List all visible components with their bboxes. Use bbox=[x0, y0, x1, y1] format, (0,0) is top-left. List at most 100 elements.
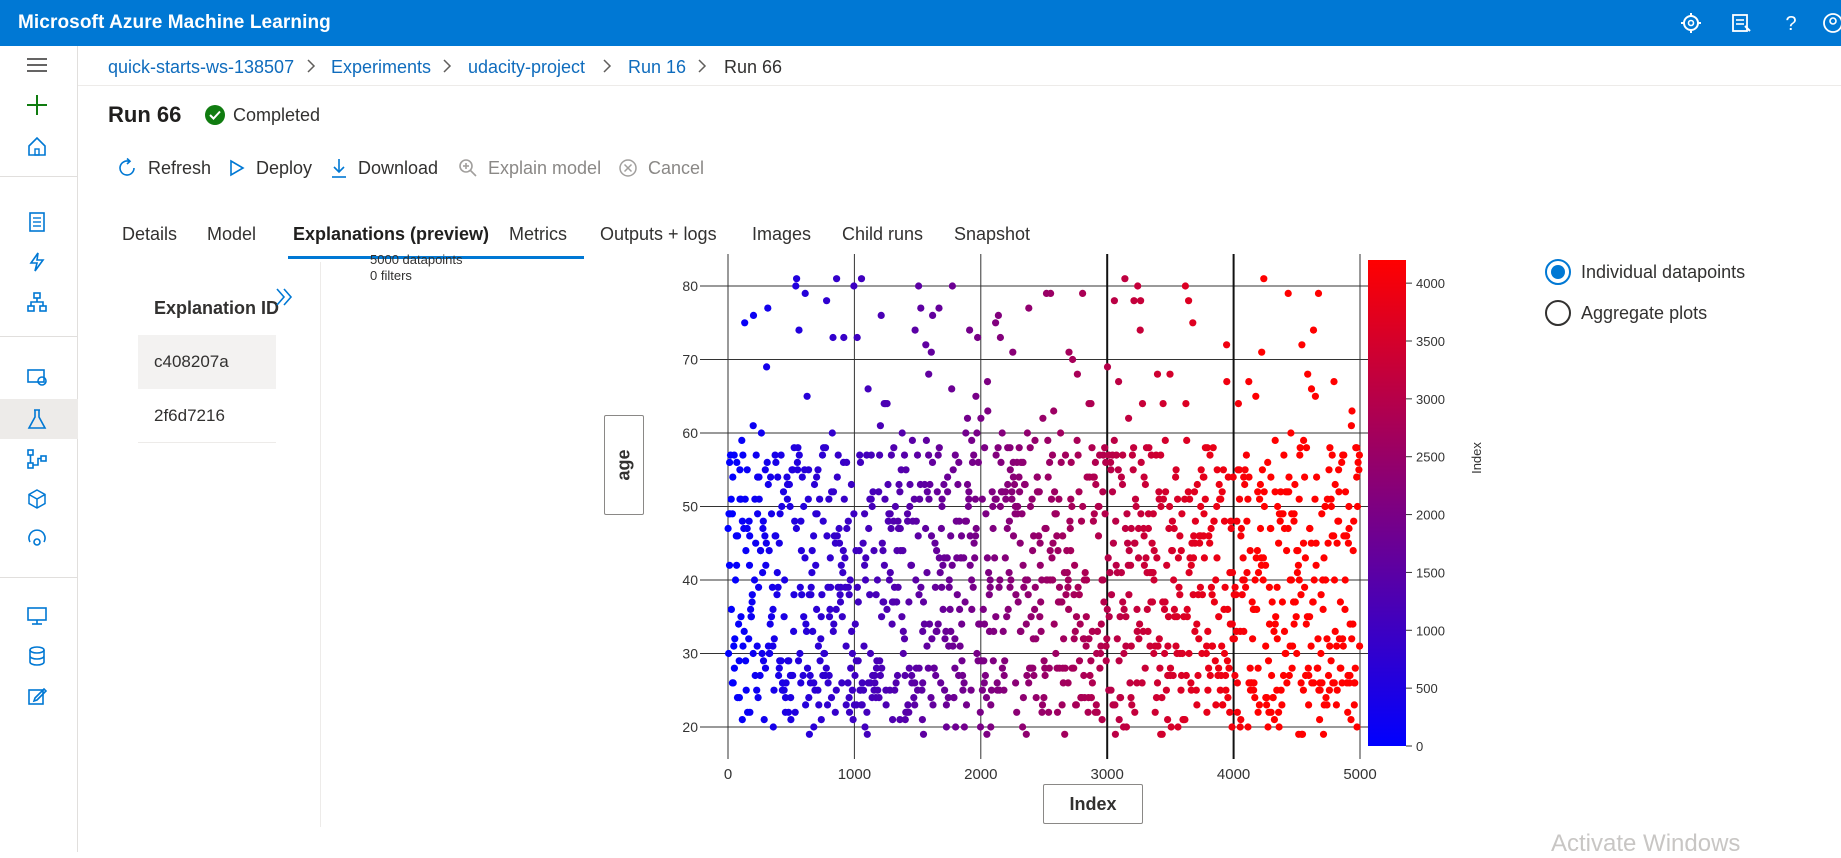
data-point[interactable] bbox=[948, 282, 956, 290]
data-point[interactable] bbox=[1000, 671, 1008, 680]
data-point[interactable] bbox=[738, 517, 746, 525]
data-point[interactable] bbox=[1314, 289, 1323, 297]
data-point[interactable] bbox=[1115, 716, 1123, 724]
data-point[interactable] bbox=[727, 495, 735, 503]
data-point[interactable] bbox=[1097, 620, 1105, 628]
data-point[interactable] bbox=[1075, 657, 1084, 665]
data-point[interactable] bbox=[1242, 583, 1250, 591]
data-point[interactable] bbox=[1283, 547, 1291, 555]
data-point[interactable] bbox=[1318, 510, 1326, 518]
data-point[interactable] bbox=[787, 694, 795, 702]
data-point[interactable] bbox=[861, 510, 869, 518]
x-axis-selector-button[interactable]: Index bbox=[1043, 784, 1143, 824]
data-point[interactable] bbox=[821, 444, 830, 452]
data-point[interactable] bbox=[956, 642, 964, 650]
data-point[interactable] bbox=[1208, 591, 1216, 599]
data-point[interactable] bbox=[1345, 502, 1353, 511]
data-point[interactable] bbox=[983, 378, 992, 386]
data-point[interactable] bbox=[987, 686, 996, 694]
data-point[interactable] bbox=[1298, 341, 1306, 349]
data-point[interactable] bbox=[960, 723, 968, 731]
data-point[interactable] bbox=[1111, 701, 1119, 709]
data-point[interactable] bbox=[932, 671, 940, 680]
data-point[interactable] bbox=[1302, 620, 1310, 628]
data-point[interactable] bbox=[1127, 642, 1135, 650]
data-point[interactable] bbox=[878, 539, 886, 547]
deploy-button[interactable]: Deploy bbox=[228, 152, 312, 184]
data-point[interactable] bbox=[1026, 502, 1035, 511]
data-point[interactable] bbox=[935, 304, 943, 312]
data-point[interactable] bbox=[1064, 679, 1072, 687]
data-point[interactable] bbox=[1330, 378, 1338, 386]
data-point[interactable] bbox=[1234, 400, 1242, 408]
data-point[interactable] bbox=[1306, 613, 1314, 621]
data-point[interactable] bbox=[802, 701, 810, 709]
data-point[interactable] bbox=[1046, 547, 1054, 555]
data-point[interactable] bbox=[1065, 605, 1073, 613]
data-point[interactable] bbox=[756, 671, 764, 680]
data-point[interactable] bbox=[1240, 627, 1248, 635]
data-point[interactable] bbox=[1125, 547, 1133, 555]
data-point[interactable] bbox=[1070, 664, 1078, 672]
data-point[interactable] bbox=[1049, 576, 1057, 584]
data-point[interactable] bbox=[825, 613, 834, 621]
data-point[interactable] bbox=[941, 635, 949, 643]
data-point[interactable] bbox=[817, 716, 825, 724]
data-point[interactable] bbox=[767, 473, 775, 481]
data-point[interactable] bbox=[840, 333, 848, 342]
data-point[interactable] bbox=[1051, 488, 1059, 496]
data-point[interactable] bbox=[973, 649, 981, 658]
data-point[interactable] bbox=[1254, 708, 1262, 716]
data-point[interactable] bbox=[1088, 679, 1096, 687]
data-point[interactable] bbox=[1030, 671, 1038, 680]
data-point[interactable] bbox=[851, 620, 859, 628]
data-point[interactable] bbox=[950, 694, 958, 702]
data-point[interactable] bbox=[1275, 723, 1283, 731]
data-point[interactable] bbox=[1225, 664, 1233, 672]
data-point[interactable] bbox=[745, 635, 753, 643]
data-point[interactable] bbox=[1209, 444, 1217, 452]
data-point[interactable] bbox=[1304, 664, 1312, 672]
data-point[interactable] bbox=[874, 686, 882, 694]
data-point[interactable] bbox=[844, 517, 852, 525]
data-point[interactable] bbox=[863, 708, 871, 716]
data-point[interactable] bbox=[906, 502, 914, 511]
data-point[interactable] bbox=[1212, 701, 1220, 709]
data-point[interactable] bbox=[1224, 694, 1232, 702]
data-point[interactable] bbox=[862, 554, 870, 562]
tab-model[interactable]: Model bbox=[207, 224, 257, 244]
data-point[interactable] bbox=[915, 282, 923, 290]
data-point[interactable] bbox=[1280, 451, 1288, 459]
data-point[interactable] bbox=[802, 620, 810, 628]
data-point[interactable] bbox=[1296, 451, 1304, 459]
data-point[interactable] bbox=[1241, 466, 1249, 474]
data-point[interactable] bbox=[1077, 517, 1086, 525]
data-point[interactable] bbox=[759, 524, 767, 533]
data-point[interactable] bbox=[1260, 488, 1268, 496]
data-point[interactable] bbox=[1249, 635, 1257, 643]
data-point[interactable] bbox=[1120, 605, 1128, 613]
data-point[interactable] bbox=[1333, 686, 1341, 694]
data-point[interactable] bbox=[996, 576, 1004, 584]
data-point[interactable] bbox=[965, 488, 973, 496]
data-point[interactable] bbox=[1340, 451, 1348, 459]
data-point[interactable] bbox=[1207, 524, 1215, 533]
data-point[interactable] bbox=[925, 620, 934, 628]
data-point[interactable] bbox=[945, 583, 953, 591]
data-point[interactable] bbox=[779, 488, 788, 496]
data-point[interactable] bbox=[947, 627, 955, 635]
data-point[interactable] bbox=[1189, 554, 1198, 562]
data-point[interactable] bbox=[749, 649, 757, 658]
data-point[interactable] bbox=[866, 649, 875, 658]
data-point[interactable] bbox=[1086, 671, 1094, 680]
data-point[interactable] bbox=[986, 576, 994, 584]
data-point[interactable] bbox=[1032, 694, 1040, 702]
data-point[interactable] bbox=[769, 605, 777, 613]
data-point[interactable] bbox=[1277, 488, 1285, 496]
data-point[interactable] bbox=[761, 466, 769, 474]
data-point[interactable] bbox=[843, 524, 851, 533]
data-point[interactable] bbox=[731, 635, 739, 643]
data-point[interactable] bbox=[1287, 576, 1296, 584]
data-point[interactable] bbox=[1140, 532, 1148, 540]
data-point[interactable] bbox=[1042, 524, 1050, 533]
